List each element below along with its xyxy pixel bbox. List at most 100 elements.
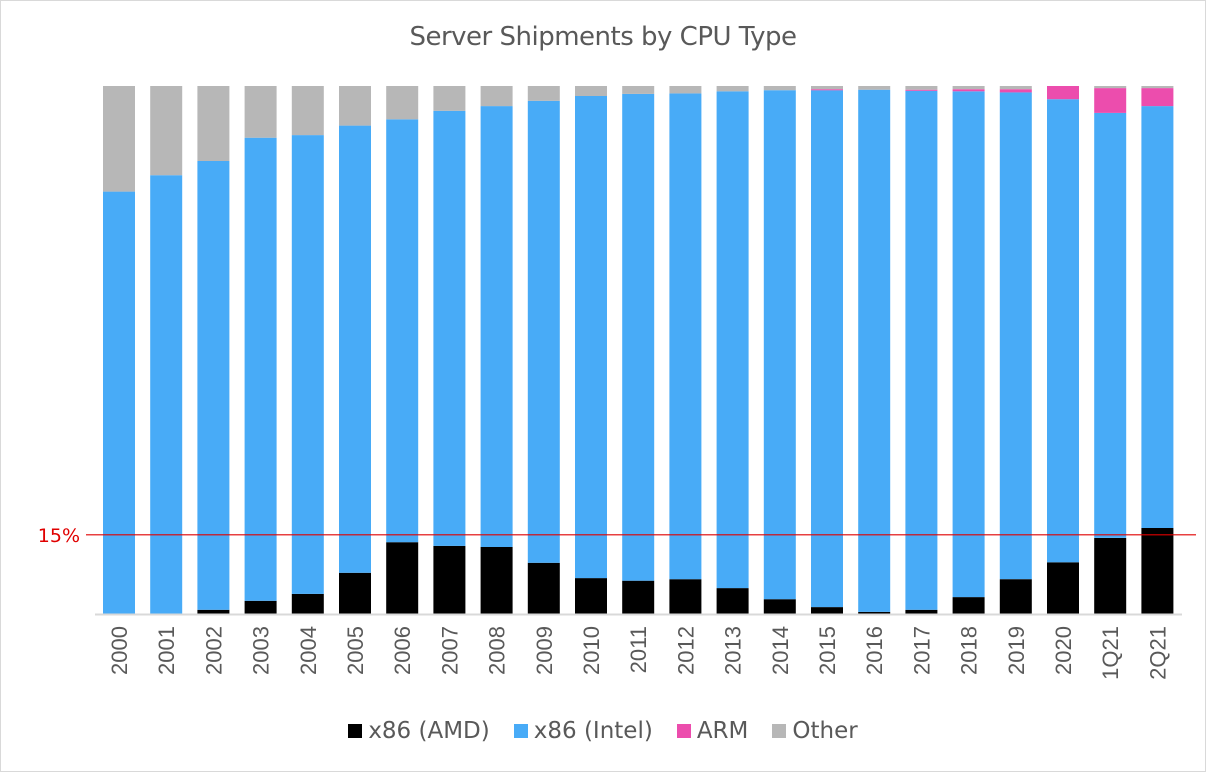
bar-segment-other-2010 bbox=[575, 86, 607, 96]
x-tick-label: 2000 bbox=[107, 626, 132, 675]
legend-swatch bbox=[676, 724, 691, 738]
bar-segment-x86-amd-2006 bbox=[386, 542, 419, 614]
bar-segment-arm-2017 bbox=[905, 89, 938, 91]
x-tick-label: 2005 bbox=[343, 626, 368, 675]
bar-segment-x86-intel-2005 bbox=[339, 125, 371, 573]
bar-segment-arm-2018 bbox=[952, 89, 985, 92]
legend-item: ARM bbox=[676, 718, 749, 744]
legend-swatch bbox=[513, 724, 528, 738]
x-tick-label: 2016 bbox=[862, 626, 887, 675]
x-tick-label: 2001 bbox=[154, 626, 179, 675]
x-tick-label: 2012 bbox=[673, 626, 698, 675]
bar-segment-x86-intel-2013 bbox=[716, 91, 749, 589]
bar-segment-other-2008 bbox=[480, 86, 513, 107]
x-tick-label: 2011 bbox=[626, 626, 651, 673]
bar-segment-arm-2Q21 bbox=[1141, 88, 1174, 107]
bar-segment-arm-1Q21 bbox=[1094, 88, 1127, 113]
x-tick-label: 2Q21 bbox=[1145, 626, 1170, 680]
bar-segment-other-2017 bbox=[905, 86, 938, 90]
legend: x86 (AMD) x86 (Intel) ARM Other bbox=[0, 718, 1206, 744]
bar-segment-x86-intel-2Q21 bbox=[1141, 106, 1174, 528]
x-tick-label: 2008 bbox=[485, 626, 510, 675]
x-tick-label: 1Q21 bbox=[1098, 626, 1123, 680]
bars-group bbox=[103, 86, 1174, 614]
x-tick-label: 2018 bbox=[957, 626, 982, 675]
bar-segment-x86-intel-2000 bbox=[103, 191, 135, 614]
bar-segment-x86-intel-2007 bbox=[433, 110, 466, 546]
bar-segment-arm-2019 bbox=[999, 89, 1032, 93]
bar-segment-x86-amd-2010 bbox=[575, 578, 607, 614]
bar-segment-other-2004 bbox=[291, 86, 324, 136]
bar-segment-other-2019 bbox=[999, 86, 1032, 90]
x-tick-label: 2007 bbox=[437, 626, 462, 675]
x-tick-label: 2006 bbox=[390, 626, 415, 675]
bar-segment-x86-amd-2002 bbox=[197, 609, 230, 614]
bar-segment-x86-amd-2003 bbox=[244, 600, 277, 614]
legend-label: x86 (AMD) bbox=[368, 718, 490, 744]
bar-segment-x86-amd-2016 bbox=[858, 611, 891, 614]
bar-segment-x86-amd-2005 bbox=[339, 572, 371, 614]
bar-segment-x86-amd-2020 bbox=[1047, 562, 1079, 614]
bar-segment-x86-intel-2011 bbox=[622, 93, 655, 581]
bar-segment-other-2011 bbox=[622, 86, 655, 94]
bar-segment-x86-intel-2010 bbox=[575, 96, 607, 579]
bar-segment-x86-amd-2008 bbox=[480, 546, 513, 614]
bar-segment-x86-intel-2012 bbox=[669, 93, 702, 580]
bar-segment-other-2007 bbox=[433, 86, 466, 111]
bar-segment-other-2012 bbox=[669, 86, 702, 94]
legend-label: x86 (Intel) bbox=[533, 718, 653, 744]
bar-segment-other-2014 bbox=[763, 86, 796, 91]
legend-swatch bbox=[348, 724, 363, 738]
x-tick-label: 2010 bbox=[579, 626, 604, 675]
bar-segment-x86-amd-1Q21 bbox=[1094, 538, 1127, 614]
bar-segment-x86-amd-2018 bbox=[952, 597, 985, 614]
bar-segment-arm-2020 bbox=[1047, 86, 1079, 100]
bar-segment-x86-amd-2Q21 bbox=[1141, 527, 1174, 614]
bar-segment-arm-2015 bbox=[811, 89, 843, 91]
bar-segment-other-2001 bbox=[150, 86, 183, 176]
bar-segment-other-2016 bbox=[858, 86, 891, 90]
bar-segment-other-2015 bbox=[811, 86, 843, 90]
reference-line-label: 15% bbox=[38, 525, 80, 547]
x-tick-label: 2004 bbox=[296, 626, 321, 675]
bar-segment-x86-intel-2004 bbox=[291, 135, 324, 594]
bar-segment-other-2013 bbox=[716, 86, 749, 92]
x-tick-label: 2014 bbox=[768, 626, 793, 675]
bar-segment-other-2009 bbox=[527, 86, 560, 101]
bar-segment-x86-intel-2008 bbox=[480, 106, 513, 547]
bar-segment-other-2018 bbox=[952, 86, 985, 90]
bar-segment-x86-amd-2019 bbox=[999, 579, 1032, 614]
x-tick-label: 2009 bbox=[532, 626, 557, 675]
bar-segment-x86-intel-2001 bbox=[150, 175, 183, 614]
x-tick-label: 2015 bbox=[815, 626, 840, 675]
bar-segment-x86-intel-2019 bbox=[999, 92, 1032, 580]
bar-segment-other-1Q21 bbox=[1094, 86, 1127, 89]
bar-segment-x86-amd-2012 bbox=[669, 579, 702, 614]
bar-segment-other-2000 bbox=[103, 86, 135, 192]
bar-segment-x86-intel-2016 bbox=[858, 89, 891, 612]
bar-segment-other-2003 bbox=[244, 86, 277, 138]
bar-segment-x86-intel-2009 bbox=[527, 100, 560, 563]
reference-line-group: 15% bbox=[38, 525, 1196, 547]
x-tick-label: 2019 bbox=[1004, 626, 1029, 675]
bar-segment-other-2006 bbox=[386, 86, 419, 120]
bar-segment-other-2002 bbox=[197, 86, 230, 161]
x-tick-label: 2013 bbox=[721, 626, 746, 675]
bar-segment-x86-intel-1Q21 bbox=[1094, 112, 1127, 538]
bar-segment-other-2005 bbox=[339, 86, 371, 126]
legend-label: ARM bbox=[696, 718, 749, 744]
x-tick-label: 2020 bbox=[1051, 626, 1076, 675]
bar-segment-x86-intel-2002 bbox=[197, 161, 230, 610]
bar-segment-x86-amd-2017 bbox=[905, 609, 938, 614]
bar-segment-x86-intel-2017 bbox=[905, 90, 938, 610]
bar-segment-other-2Q21 bbox=[1141, 86, 1174, 89]
bar-segment-x86-intel-2018 bbox=[952, 91, 985, 598]
bar-segment-x86-amd-2009 bbox=[527, 562, 560, 614]
bar-segment-x86-amd-2015 bbox=[811, 607, 843, 614]
bar-segment-x86-amd-2013 bbox=[716, 588, 749, 614]
bar-segment-x86-intel-2020 bbox=[1047, 99, 1079, 563]
bar-segment-x86-amd-2007 bbox=[433, 545, 466, 614]
legend-item: x86 (AMD) bbox=[348, 718, 490, 744]
x-tick-labels: 2000 2001 2002 2003 2004 2005 2006 2007 2008 2009… bbox=[107, 626, 1170, 680]
